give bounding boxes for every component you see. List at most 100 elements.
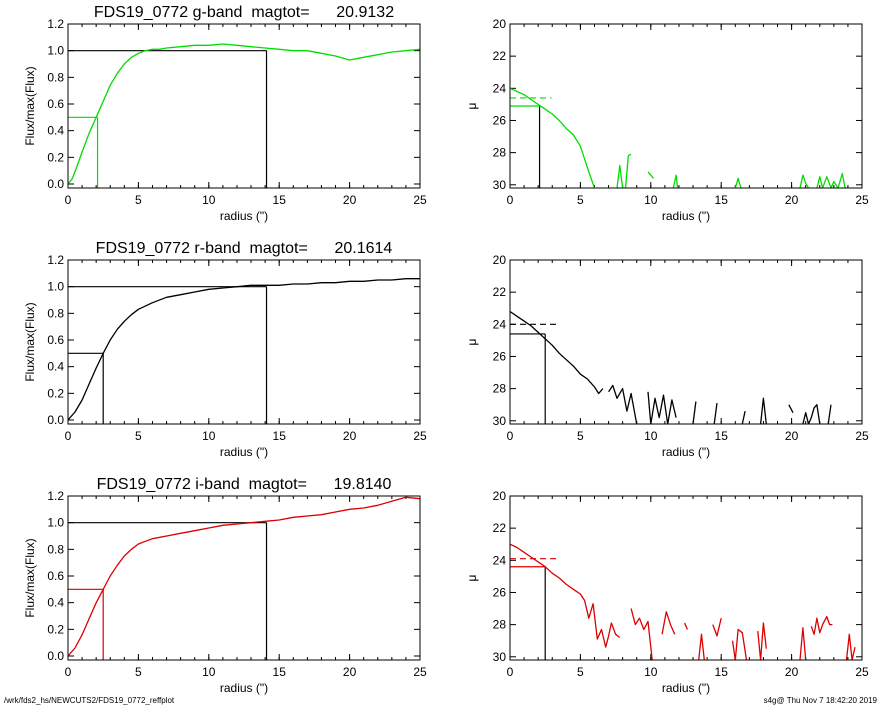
y-axis-label: μ <box>465 338 479 345</box>
y-tick-label: 1.2 <box>47 253 64 267</box>
data-series-line <box>741 410 746 424</box>
x-tick-label: 25 <box>413 193 427 207</box>
y-axis-label: Flux/max(Flux) <box>23 302 37 381</box>
y-tick-label: 0.6 <box>47 569 64 583</box>
data-series-line <box>684 622 688 630</box>
y-tick-label: 22 <box>493 49 507 63</box>
x-tick-label: 15 <box>273 665 287 679</box>
data-series-line <box>799 174 810 188</box>
y-tick-label: 0.8 <box>47 542 64 556</box>
x-tick-label: 20 <box>785 429 799 443</box>
y-axis-label: Flux/max(Flux) <box>23 538 37 617</box>
x-tick-label: 20 <box>343 665 357 679</box>
footer-stamp: s4g@ Thu Nov 7 18:42:20 2019 <box>763 696 877 705</box>
panel-title: FDS19_0772 r-band magtot= 20.1614 <box>96 240 393 257</box>
x-tick-label: 20 <box>785 193 799 207</box>
y-tick-label: 0.6 <box>47 97 64 111</box>
y-tick-label: 1.0 <box>47 516 64 530</box>
panel-r-surface-brightness: 0 5 10 15 20 25 20 22 24 26 28 30 radius (") μ <box>465 253 869 459</box>
x-tick-label: 10 <box>644 193 658 207</box>
data-series-line <box>799 627 807 660</box>
plot-frame <box>509 23 863 189</box>
y-tick-label: 0.2 <box>47 150 64 164</box>
y-axis-label: Flux/max(Flux) <box>23 66 37 145</box>
x-tick-label: 5 <box>135 193 142 207</box>
y-tick-label: 0.0 <box>47 413 64 427</box>
x-axis-label: radius (") <box>220 445 268 459</box>
data-series-line <box>647 391 677 424</box>
x-tick-label: 5 <box>577 665 584 679</box>
x-tick-label: 10 <box>202 429 216 443</box>
plot-frame <box>509 259 863 425</box>
plot-frame <box>509 495 863 661</box>
x-tick-label: 10 <box>644 429 658 443</box>
data-series-line <box>608 384 638 424</box>
x-tick-label: 20 <box>343 193 357 207</box>
y-tick-label: 20 <box>493 17 507 31</box>
data-series-line <box>734 177 742 188</box>
y-tick-label: 30 <box>493 178 507 192</box>
y-tick-label: 30 <box>493 414 507 428</box>
data-series-line <box>68 43 420 185</box>
data-series-line <box>630 608 653 660</box>
y-tick-label: 24 <box>493 553 507 567</box>
x-tick-label: 5 <box>577 429 584 443</box>
y-tick-label: 24 <box>493 81 507 95</box>
x-tick-label: 25 <box>855 665 869 679</box>
x-tick-label: 5 <box>577 193 584 207</box>
panel-title: FDS19_0772 i-band magtot= 19.8140 <box>97 476 392 493</box>
panel-g-surface-brightness: 0 5 10 15 20 25 20 22 24 26 28 30 radius (") μ <box>465 17 869 223</box>
data-area <box>510 87 846 188</box>
x-tick-label: 15 <box>273 193 287 207</box>
data-series-line <box>816 172 846 188</box>
y-tick-label: 1.2 <box>47 17 64 31</box>
x-tick-label: 0 <box>65 665 72 679</box>
data-series-line <box>827 404 832 424</box>
x-tick-label: 10 <box>202 665 216 679</box>
y-tick-label: 0.4 <box>47 124 64 138</box>
x-tick-label: 20 <box>785 665 799 679</box>
y-tick-label: 28 <box>493 146 507 160</box>
y-tick-label: 20 <box>493 489 507 503</box>
y-tick-label: 0.4 <box>47 360 64 374</box>
panel-g-growth-curve: 0 5 10 15 20 25 0.0 0.2 0.4 0.6 0.8 1.0 1.2 radius ("… <box>23 4 427 223</box>
x-tick-label: 0 <box>507 193 514 207</box>
x-tick-label: 0 <box>65 429 72 443</box>
x-tick-label: 25 <box>413 665 427 679</box>
y-tick-label: 0.4 <box>47 596 64 610</box>
data-series-line <box>624 153 632 188</box>
panel-i-surface-brightness: 0 5 10 15 20 25 20 22 24 26 28 30 radius (") μ <box>465 489 869 695</box>
plot-frame <box>67 259 421 425</box>
x-tick-label: 25 <box>413 429 427 443</box>
y-tick-label: 0.2 <box>47 622 64 636</box>
x-tick-label: 25 <box>855 429 869 443</box>
y-tick-label: 1.0 <box>47 280 64 294</box>
data-series-line <box>647 171 655 179</box>
y-tick-label: 20 <box>493 253 507 267</box>
y-tick-label: 26 <box>493 349 507 363</box>
data-series-line <box>616 164 624 188</box>
y-tick-label: 0.6 <box>47 333 64 347</box>
x-tick-label: 0 <box>507 665 514 679</box>
y-tick-label: 24 <box>493 317 507 331</box>
y-tick-label: 0.0 <box>47 177 64 191</box>
x-axis-label: radius (") <box>662 445 710 459</box>
data-series-line <box>731 628 748 660</box>
data-area <box>68 278 420 424</box>
x-tick-label: 10 <box>644 665 658 679</box>
data-series-line <box>802 404 821 424</box>
footer-path: /wrk/fds2_hs/NEWCUTS2/FDS19_0772_reffplo… <box>4 696 175 705</box>
x-axis-label: radius (") <box>662 209 710 223</box>
data-series-line <box>510 87 596 188</box>
panel-title: FDS19_0772 g-band magtot= 20.9132 <box>94 4 394 21</box>
data-series-line <box>672 174 679 188</box>
data-series-line <box>845 633 856 660</box>
y-tick-label: 0.0 <box>47 649 64 663</box>
x-tick-label: 15 <box>273 429 287 443</box>
y-tick-label: 22 <box>493 521 507 535</box>
y-tick-label: 26 <box>493 585 507 599</box>
y-axis-label: μ <box>465 102 479 109</box>
data-series-line <box>757 622 767 660</box>
data-series-line <box>68 496 420 657</box>
